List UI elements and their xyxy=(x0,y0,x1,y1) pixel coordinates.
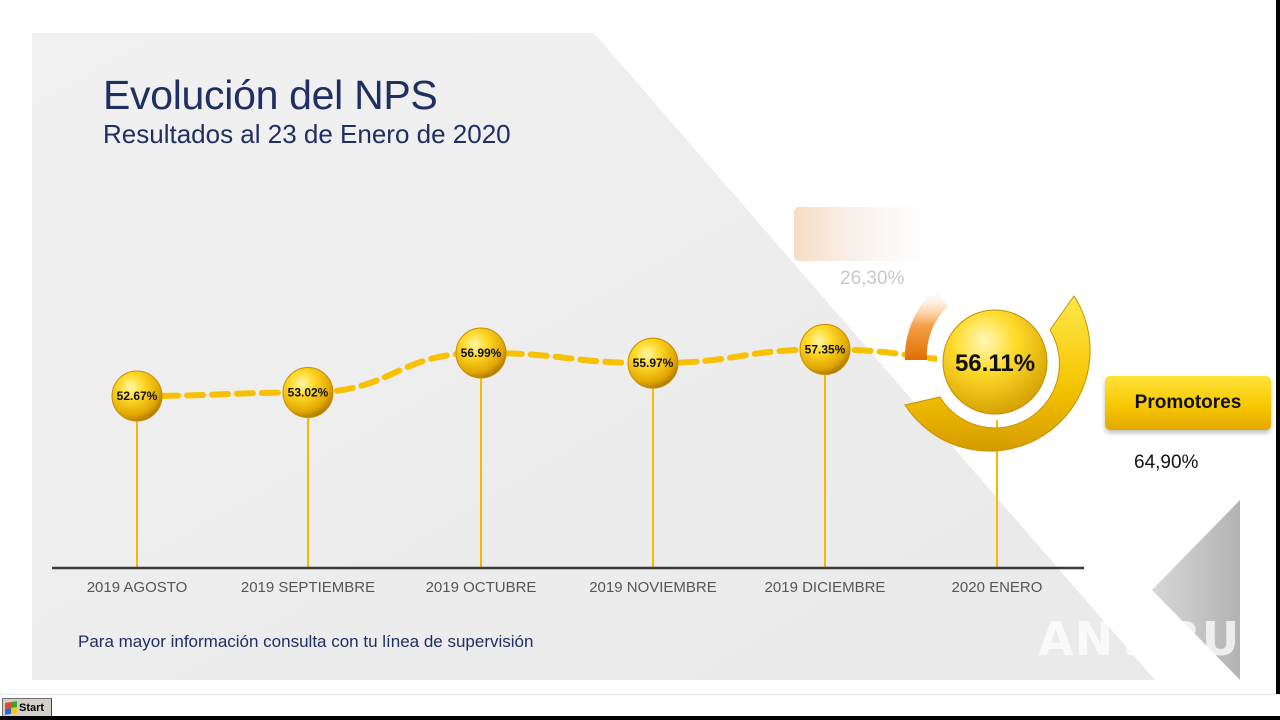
nps-line xyxy=(134,346,1000,399)
screen-bottom-edge xyxy=(0,716,1280,720)
start-button[interactable]: Start xyxy=(2,698,52,717)
tick-labels: 2019 AGOSTO 2019 SEPTIEMBRE 2019 OCTUBRE 20… xyxy=(87,579,1043,596)
data-label-0: 52.67% xyxy=(117,389,158,403)
data-label-5: 56.11% xyxy=(955,350,1035,377)
promotores-label: Promotores xyxy=(1105,376,1271,430)
tick-label-2: 2019 OCTUBRE xyxy=(426,579,537,596)
data-label-3: 55.97% xyxy=(633,356,674,370)
data-label-1: 53.02% xyxy=(288,386,329,400)
footer-note: Para mayor información consulta con tu l… xyxy=(78,632,534,651)
detractores-value: 26,30% xyxy=(840,268,905,289)
page-subtitle: Resultados al 23 de Enero de 2020 xyxy=(103,119,511,149)
data-label-2: 56.99% xyxy=(461,346,502,360)
stems xyxy=(136,349,998,568)
detractores-box xyxy=(794,207,934,261)
highlight-ring xyxy=(904,290,1091,452)
marker-2 xyxy=(455,327,507,379)
window-edge xyxy=(1276,0,1280,694)
page-title: Evolución del NPS xyxy=(103,72,438,118)
tick-label-0: 2019 AGOSTO xyxy=(87,579,188,596)
windows-flag-icon xyxy=(5,700,17,715)
tick-label-1: 2019 SEPTIEMBRE xyxy=(241,579,375,596)
tick-label-4: 2019 DICIEMBRE xyxy=(765,579,886,596)
watermark-logo: ANY RUN xyxy=(1038,612,1280,666)
start-label: Start xyxy=(19,701,45,714)
gray-triangle xyxy=(1152,500,1240,680)
taskbar: Start xyxy=(0,694,1280,720)
marker-1 xyxy=(282,367,334,419)
promotores-value: 64,90% xyxy=(1134,452,1199,473)
marker-3 xyxy=(627,337,679,389)
markers: 52.67% 53.02% 56.99% 55.97% 57.35% 56.11% xyxy=(111,304,1053,422)
marker-4 xyxy=(799,323,851,375)
marker-5 xyxy=(942,309,1048,415)
ring-yellow-arc xyxy=(904,295,1091,452)
data-label-4: 57.35% xyxy=(805,342,846,356)
ring-orange-arc xyxy=(904,290,948,360)
marker-0 xyxy=(111,370,163,422)
tick-label-3: 2019 NOVIEMBRE xyxy=(589,579,717,596)
gray-panel xyxy=(32,33,1155,680)
tick-label-5: 2020 ENERO xyxy=(952,579,1043,596)
